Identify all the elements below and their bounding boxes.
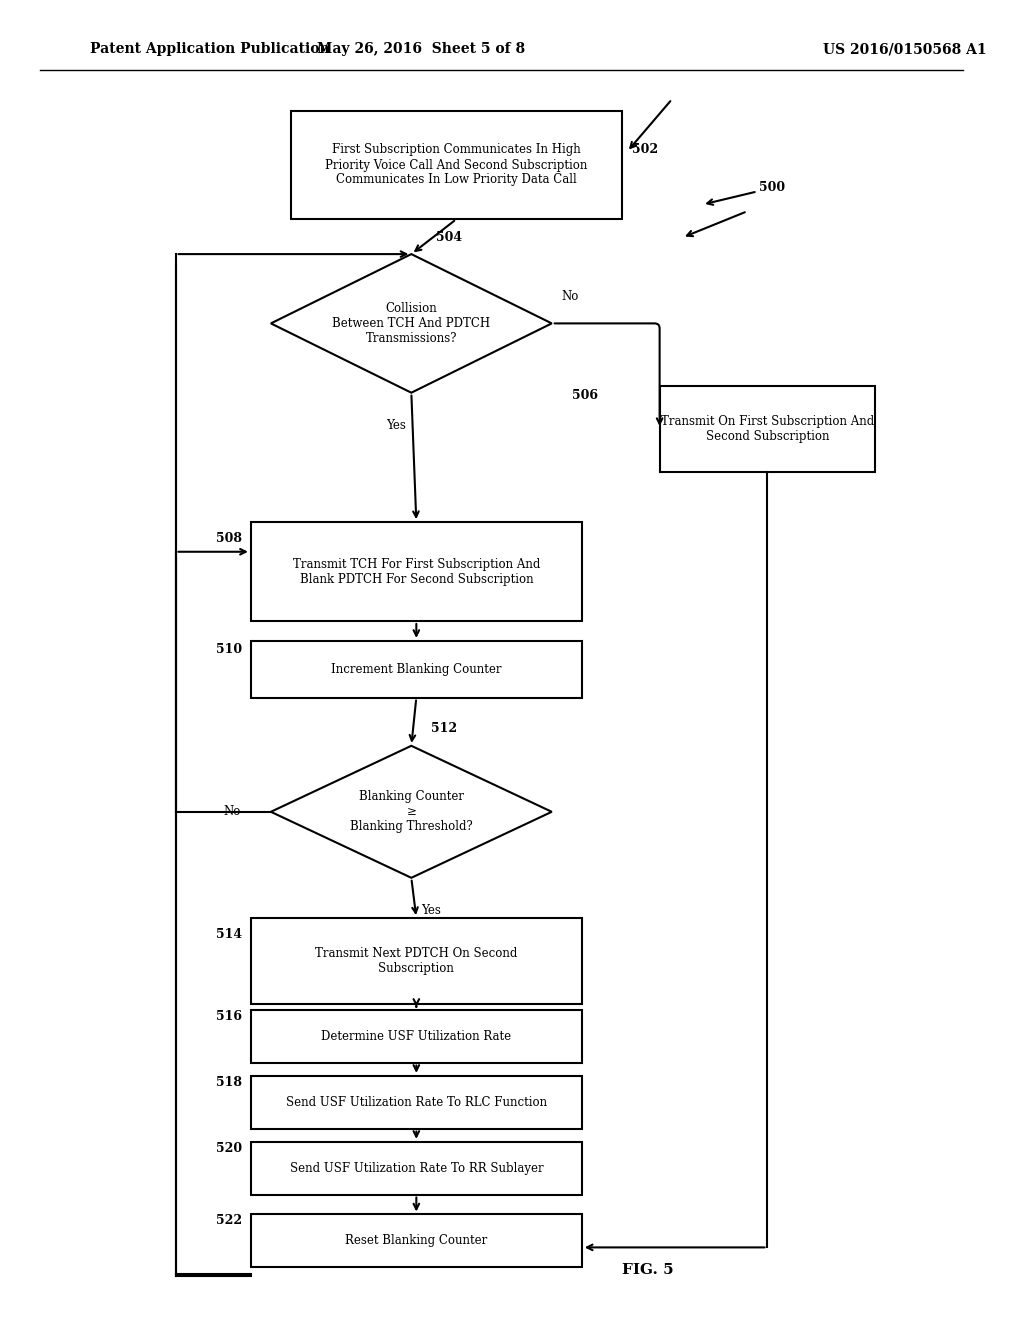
- Text: Yes: Yes: [421, 904, 441, 917]
- Text: 502: 502: [632, 143, 658, 156]
- Text: May 26, 2016  Sheet 5 of 8: May 26, 2016 Sheet 5 of 8: [317, 42, 525, 57]
- Bar: [251, 1214, 582, 1267]
- Bar: [251, 1010, 582, 1063]
- Text: Blanking Counter
≥
Blanking Threshold?: Blanking Counter ≥ Blanking Threshold?: [350, 791, 473, 833]
- Text: 522: 522: [216, 1214, 242, 1228]
- Text: Transmit On First Subscription And
Second Subscription: Transmit On First Subscription And Secon…: [660, 414, 874, 444]
- Text: US 2016/0150568 A1: US 2016/0150568 A1: [822, 42, 986, 57]
- Text: 512: 512: [431, 722, 458, 735]
- Text: Yes: Yes: [386, 420, 407, 432]
- Bar: [251, 1076, 582, 1129]
- Text: Transmit TCH For First Subscription And
Blank PDTCH For Second Subscription: Transmit TCH For First Subscription And …: [293, 557, 540, 586]
- Text: FIG. 5: FIG. 5: [622, 1263, 674, 1276]
- Text: 510: 510: [216, 643, 242, 656]
- Bar: [291, 111, 622, 219]
- Text: Determine USF Utilization Rate: Determine USF Utilization Rate: [322, 1030, 511, 1043]
- Text: Patent Application Publication: Patent Application Publication: [90, 42, 330, 57]
- Bar: [251, 642, 582, 697]
- Text: 508: 508: [216, 532, 242, 545]
- Text: 506: 506: [571, 389, 598, 403]
- Text: 520: 520: [216, 1142, 242, 1155]
- Text: No: No: [223, 805, 241, 818]
- Text: 514: 514: [216, 928, 242, 941]
- Text: Collision
Between TCH And PDTCH
Transmissions?: Collision Between TCH And PDTCH Transmis…: [332, 302, 490, 345]
- Text: 516: 516: [216, 1010, 242, 1023]
- Text: 504: 504: [436, 231, 463, 243]
- Text: 518: 518: [216, 1076, 242, 1089]
- Bar: [251, 919, 582, 1003]
- Text: First Subscription Communicates In High
Priority Voice Call And Second Subscript: First Subscription Communicates In High …: [326, 144, 588, 186]
- Text: 500: 500: [760, 181, 785, 194]
- Text: Reset Blanking Counter: Reset Blanking Counter: [345, 1234, 487, 1247]
- Text: Send USF Utilization Rate To RLC Function: Send USF Utilization Rate To RLC Functio…: [286, 1096, 547, 1109]
- Text: Send USF Utilization Rate To RR Sublayer: Send USF Utilization Rate To RR Sublayer: [290, 1162, 543, 1175]
- Text: Transmit Next PDTCH On Second
Subscription: Transmit Next PDTCH On Second Subscripti…: [315, 946, 517, 975]
- Bar: [251, 1142, 582, 1195]
- Text: Increment Blanking Counter: Increment Blanking Counter: [331, 663, 502, 676]
- Bar: [659, 385, 876, 471]
- Bar: [251, 523, 582, 622]
- Text: No: No: [562, 290, 580, 304]
